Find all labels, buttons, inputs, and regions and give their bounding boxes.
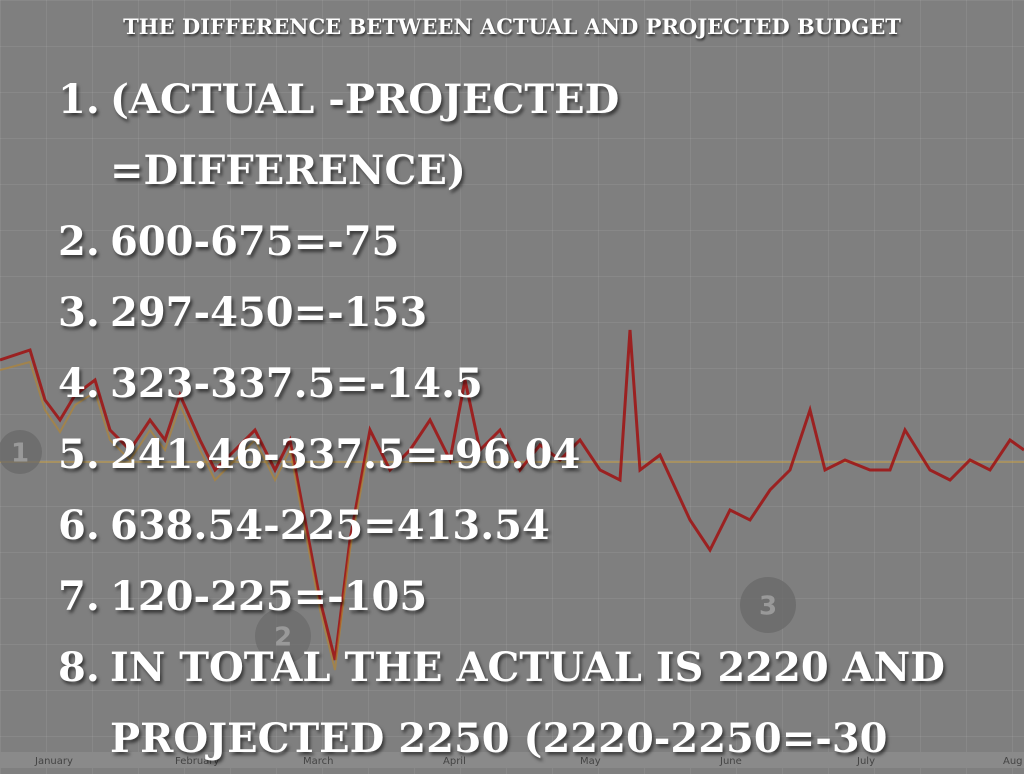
- list-item: 3. 297-450=-153: [58, 277, 945, 348]
- item-number: 4.: [58, 360, 100, 407]
- item-number: 6.: [58, 502, 100, 549]
- month-labels: January February March April May June July Aug: [34, 756, 1023, 767]
- item-line: 638.54-225=413.54: [110, 502, 550, 549]
- list-item: 5. 241.46-337.5=-96.04: [58, 419, 945, 490]
- month-label: January: [34, 756, 73, 767]
- trend-shadow: [0, 360, 371, 671]
- item-text: 241.46-337.5=-96.04: [110, 419, 580, 490]
- marker-circle: [255, 608, 311, 664]
- item-line: PROJECTED 2250 (2220-2250=-30: [110, 715, 888, 762]
- month-label: Aug: [1003, 756, 1023, 767]
- month-label: February: [175, 756, 219, 767]
- item-number: 2.: [58, 218, 100, 265]
- item-text: 600-675=-75: [110, 206, 399, 277]
- list-item: 7. 120-225=-105: [58, 561, 945, 632]
- slide-title: THE DIFFERENCE BETWEEN ACTUAL AND PROJEC…: [123, 14, 901, 39]
- item-text: 638.54-225=413.54: [110, 490, 550, 561]
- item-line: 600-675=-75: [110, 218, 400, 265]
- marker-label: 2: [274, 623, 292, 653]
- item-line: IN TOTAL THE ACTUAL IS 2220 AND: [110, 644, 945, 691]
- month-label: March: [303, 756, 333, 767]
- month-strip: [0, 752, 1024, 768]
- item-line: (ACTUAL -PROJECTED: [110, 76, 620, 123]
- item-line: =DIFFERENCE): [110, 147, 466, 194]
- item-text: 120-225=-105: [110, 561, 427, 632]
- list-item: 1. (ACTUAL -PROJECTED =DIFFERENCE): [58, 64, 945, 206]
- item-text: IN TOTAL THE ACTUAL IS 2220 AND PROJECTED…: [110, 632, 945, 774]
- item-number: 1.: [58, 76, 100, 123]
- item-line: 241.46-337.5=-96.04: [110, 431, 581, 478]
- month-label: June: [719, 756, 742, 767]
- item-line: 297-450=-153: [110, 289, 428, 336]
- month-label: April: [443, 756, 466, 767]
- item-line: 120-225=-105: [110, 573, 428, 620]
- item-number: 5.: [58, 431, 100, 478]
- item-text: (ACTUAL -PROJECTED =DIFFERENCE): [110, 64, 619, 206]
- item-list: 1. (ACTUAL -PROJECTED =DIFFERENCE) 2. 600-67…: [58, 64, 945, 774]
- list-item: 4. 323-337.5=-14.5: [58, 348, 945, 419]
- month-label: July: [856, 756, 875, 767]
- month-label: May: [580, 756, 601, 767]
- marker-label: 1: [11, 439, 29, 469]
- list-item: 6. 638.54-225=413.54: [58, 490, 945, 561]
- item-text: 323-337.5=-14.5: [110, 348, 483, 419]
- list-item: 2. 600-675=-75: [58, 206, 945, 277]
- item-number: 3.: [58, 289, 100, 336]
- item-number: 8.: [58, 644, 100, 691]
- item-number: 7.: [58, 573, 100, 620]
- item-line: 323-337.5=-14.5: [110, 360, 483, 407]
- marker-label: 3: [759, 592, 777, 622]
- list-item: 8. IN TOTAL THE ACTUAL IS 2220 AND PROJECT…: [58, 632, 945, 774]
- marker-circle: [740, 577, 796, 633]
- marker-circle: [0, 430, 42, 474]
- trend-line: [0, 329, 1024, 661]
- item-text: 297-450=-153: [110, 277, 427, 348]
